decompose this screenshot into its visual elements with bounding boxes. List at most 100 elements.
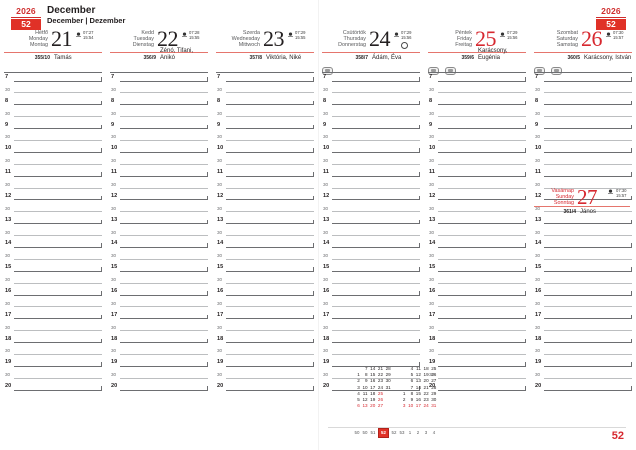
mini-calendar-day[interactable]: 26 — [431, 372, 437, 378]
half-hour-slot[interactable]: 30 — [534, 182, 632, 194]
mini-calendar-day[interactable] — [384, 403, 392, 409]
mini-calendar-day[interactable]: 22 — [423, 390, 429, 396]
hour-slot[interactable]: 7 — [216, 74, 314, 87]
hour-slot[interactable]: 10 — [322, 145, 420, 158]
hour-slot[interactable]: 14 — [110, 240, 208, 253]
hour-slot[interactable]: 11 — [534, 169, 632, 182]
hour-slot[interactable]: 10 — [4, 145, 102, 158]
mini-calendar-day[interactable]: 30 — [431, 397, 437, 403]
mini-calendar-day[interactable]: 5 — [410, 372, 414, 378]
hour-slot[interactable]: 18 — [534, 336, 632, 349]
half-hour-slot[interactable]: 30 — [4, 277, 102, 289]
half-hour-slot[interactable]: 30 — [534, 87, 632, 99]
hour-slot[interactable]: 7 — [110, 74, 208, 87]
hour-slot[interactable]: 13 — [322, 217, 420, 230]
week-strip-cell[interactable]: 3 — [424, 430, 428, 435]
hour-grid[interactable]: 7 30 8 30 9 30 10 30 11 30 12 30 13 30 14 30 15 30 16 30 17 3… — [216, 74, 314, 396]
half-hour-slot[interactable]: 30 — [428, 372, 526, 384]
half-hour-slot[interactable]: 30 — [428, 325, 526, 337]
mini-calendar-day[interactable]: 16 — [370, 378, 376, 384]
half-hour-slot[interactable]: 30 — [322, 230, 420, 242]
hour-slot[interactable]: 10 — [428, 145, 526, 158]
hour-grid[interactable]: 7 30 8 30 9 30 10 30 11 30 12 30 13 30 14 30 15 30 16 30 17 3… — [4, 74, 102, 396]
hour-slot[interactable]: 16 — [110, 288, 208, 301]
half-hour-slot[interactable]: 30 — [322, 87, 420, 99]
week-strip-current[interactable]: 52 — [378, 428, 389, 438]
hour-slot[interactable]: 9 — [534, 122, 632, 135]
half-hour-slot[interactable]: 30 — [322, 372, 420, 384]
mini-calendar-day[interactable]: 9 — [365, 378, 368, 384]
half-hour-slot[interactable]: 30 — [534, 253, 632, 265]
half-hour-slot[interactable]: 30 — [428, 158, 526, 170]
hour-slot[interactable]: 16 — [534, 288, 632, 301]
half-hour-slot[interactable]: 30 — [428, 253, 526, 265]
hour-slot[interactable]: 18 — [4, 336, 102, 349]
half-hour-slot[interactable]: 30 — [428, 206, 526, 218]
mini-calendar-day[interactable]: 11 — [416, 366, 421, 371]
hour-slot[interactable]: 18 — [216, 336, 314, 349]
week-strip-cell[interactable]: 1 — [408, 430, 412, 435]
half-hour-slot[interactable]: 30 — [4, 253, 102, 265]
half-hour-slot[interactable]: 30 — [216, 277, 314, 289]
half-hour-slot[interactable]: 30 — [322, 325, 420, 337]
mini-calendar-day[interactable]: 24 — [377, 384, 384, 390]
mini-calendar-day[interactable]: 20 — [423, 378, 429, 384]
half-hour-slot[interactable]: 30 — [428, 87, 526, 99]
week-number-strip[interactable]: 50 50 51 52 52 53 1 2 3 4 — [354, 428, 437, 438]
day-column-friday[interactable]: Péntek Friday Freitag 25 07:29 15:56 — [424, 28, 530, 391]
half-hour-slot[interactable]: 30 — [110, 158, 208, 170]
half-hour-slot[interactable]: 30 — [428, 134, 526, 146]
hour-slot[interactable]: 18 — [322, 336, 420, 349]
week-strip-cell[interactable]: 52 — [391, 430, 397, 435]
half-hour-slot[interactable]: 30 — [428, 277, 526, 289]
half-hour-slot[interactable]: 30 — [428, 348, 526, 360]
mini-calendar-day[interactable]: 18 — [370, 390, 376, 396]
half-hour-slot[interactable]: 30 — [216, 134, 314, 146]
hour-slot[interactable]: 19 — [534, 359, 632, 372]
hour-slot[interactable]: 20 — [428, 383, 526, 396]
hour-slot[interactable]: 14 — [534, 240, 632, 253]
half-hour-slot[interactable]: 30 — [216, 87, 314, 99]
hour-slot[interactable]: 19 — [216, 359, 314, 372]
hour-slot[interactable]: 11 — [110, 169, 208, 182]
mini-calendar-day[interactable]: 24 — [423, 403, 429, 409]
mini-calendar-day[interactable]: 1 — [357, 372, 360, 378]
half-hour-slot[interactable]: 30 — [4, 87, 102, 99]
week-strip-cell[interactable]: 50 — [362, 430, 368, 435]
half-hour-slot[interactable]: 30 — [110, 111, 208, 123]
mini-calendar-day[interactable]: 18 — [423, 366, 429, 371]
mini-calendar-day[interactable]: 6 — [357, 403, 360, 409]
day-column-wednesday[interactable]: Szerda Wednesday Mittwoch 23 07:29 15:55 — [212, 28, 318, 391]
mini-calendar-day[interactable]: 6 — [410, 378, 414, 384]
half-hour-slot[interactable]: 30 — [4, 206, 102, 218]
hour-slot[interactable]: 18 — [428, 336, 526, 349]
half-hour-slot[interactable]: 30 — [4, 325, 102, 337]
half-hour-slot[interactable]: 30 — [216, 325, 314, 337]
half-hour-slot[interactable]: 30 — [4, 182, 102, 194]
hour-slot[interactable]: 13 — [428, 217, 526, 230]
hour-slot[interactable]: 20 — [216, 383, 314, 396]
mini-calendar-day[interactable]: 31 — [385, 384, 391, 390]
half-hour-slot[interactable]: 30 — [110, 206, 208, 218]
mini-calendar-day[interactable]: 23 — [377, 378, 384, 384]
mini-calendar-day[interactable]: 10 — [408, 403, 414, 409]
week-strip-cell[interactable]: 51 — [370, 430, 376, 435]
half-hour-slot[interactable]: 30 — [428, 230, 526, 242]
hour-slot[interactable]: 15 — [322, 264, 420, 277]
half-hour-slot[interactable]: 30 — [216, 372, 314, 384]
day-header-sunday[interactable]: Vasárnap Sunday Sonntag 27 07:30 15:57 3… — [534, 186, 630, 216]
half-hour-slot[interactable]: 30 — [428, 111, 526, 123]
half-hour-slot[interactable]: 30 — [322, 206, 420, 218]
hour-slot[interactable]: 9 — [216, 122, 314, 135]
half-hour-slot[interactable]: 30 — [4, 301, 102, 313]
half-hour-slot[interactable]: 30 — [216, 182, 314, 194]
mini-calendar-day[interactable]: 7 — [410, 384, 414, 390]
hour-slot[interactable]: 17 — [428, 312, 526, 325]
hour-slot[interactable]: 11 — [428, 169, 526, 182]
mini-calendar-day[interactable]: 15 — [370, 372, 376, 378]
half-hour-slot[interactable]: 30 — [216, 253, 314, 265]
hour-slot[interactable]: 16 — [322, 288, 420, 301]
mini-calendar-day[interactable]: 17 — [415, 403, 421, 409]
hour-slot[interactable]: 15 — [4, 264, 102, 277]
week-strip-cell[interactable]: 53 — [399, 430, 405, 435]
